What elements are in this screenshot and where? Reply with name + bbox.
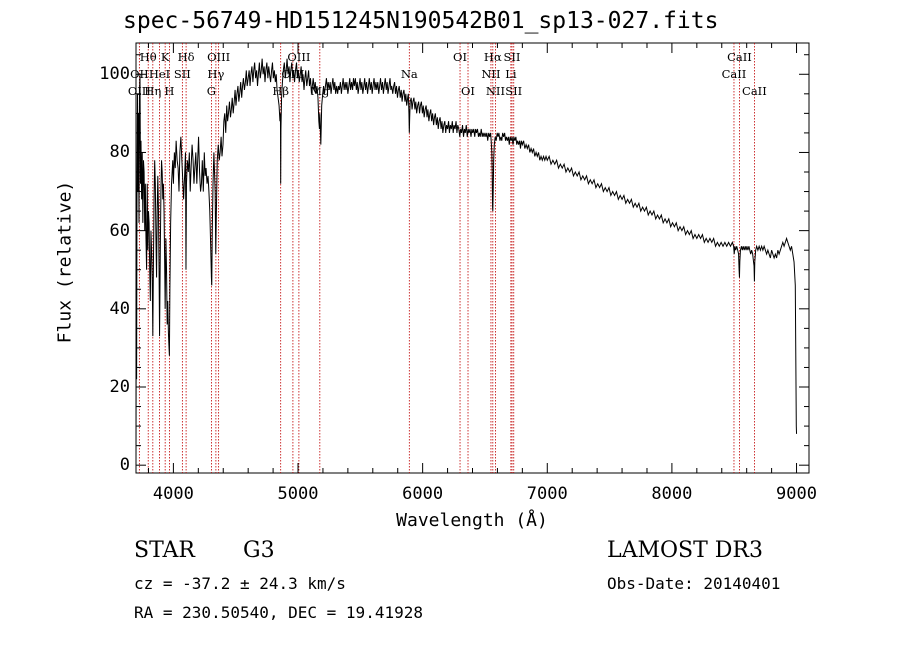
spectral-line-label: HeI (148, 67, 171, 81)
spectral-line-label: OIII (127, 84, 151, 98)
spectral-line-label: Hβ (272, 84, 290, 98)
y-tick-label: 40 (109, 298, 130, 319)
spectral-line-label: OIII (207, 50, 231, 64)
spectral-line-label: OIII (287, 50, 311, 64)
spectral-line-label: SII (503, 50, 521, 64)
spectral-line-label: CaII (721, 67, 747, 81)
spectral-line-label: Hδ (177, 50, 195, 64)
survey-name: LAMOST DR3 (607, 538, 763, 563)
spectral-line-label: Hη (144, 84, 162, 98)
y-tick-label: 20 (109, 377, 130, 397)
plot-frame (135, 42, 810, 474)
spectral-line-label: CaII (742, 84, 767, 98)
redshift-velocity: cz = -37.2 ± 24.3 km/s (134, 574, 346, 593)
spectral-line-label: Na (400, 67, 418, 81)
spectral-line-label: K (160, 50, 170, 64)
chart-title: spec-56749-HD151245N190542B01_sp13-027.f… (123, 8, 719, 34)
spectral-line-label: Mg (310, 84, 330, 98)
spectral-line-label: G (206, 84, 216, 98)
x-tick-label: 4000 (152, 484, 194, 504)
spectral-line-label: SII (505, 84, 523, 98)
spectral-line-label: OI (461, 84, 475, 98)
y-tick-label: 60 (109, 220, 130, 241)
x-axis-label: Wavelength (Å) (396, 510, 548, 531)
observation-date: Obs-Date: 20140401 (607, 574, 781, 593)
spectral-line-label: OII (130, 67, 149, 81)
spectral-line-label: Hα (483, 50, 502, 64)
x-tick-label: 8000 (651, 484, 693, 504)
spectral-line-label: CaII (727, 50, 752, 64)
y-tick-label: 0 (119, 455, 130, 476)
y-tick-label: 100 (99, 64, 130, 85)
spectral-line-label: NII (485, 84, 505, 98)
spectral-line-label: Hγ (207, 67, 225, 81)
y-tick-label: 80 (109, 142, 130, 163)
spectral-line-label: NII (481, 67, 501, 81)
spectrum-line (135, 58, 798, 466)
spectral-line-label: H (164, 84, 175, 98)
x-tick-label: 5000 (277, 484, 319, 504)
x-tick-label: 6000 (402, 484, 444, 504)
x-tick-label: 9000 (776, 484, 818, 504)
spectral-line-label: Li (505, 67, 517, 81)
spectral-line-label: Hθ (139, 50, 157, 64)
spectral-line-label: SII (173, 67, 191, 81)
x-tick-label: 7000 (526, 484, 568, 504)
spectral-line-label: OI (453, 50, 468, 64)
spectral-subclass: G3 (243, 538, 275, 563)
spectral-line-label: OIII (281, 67, 305, 81)
y-axis-label: Flux (relative) (54, 180, 76, 344)
coordinates: RA = 230.50540, DEC = 19.41928 (134, 603, 423, 622)
object-class: STAR (134, 538, 195, 563)
